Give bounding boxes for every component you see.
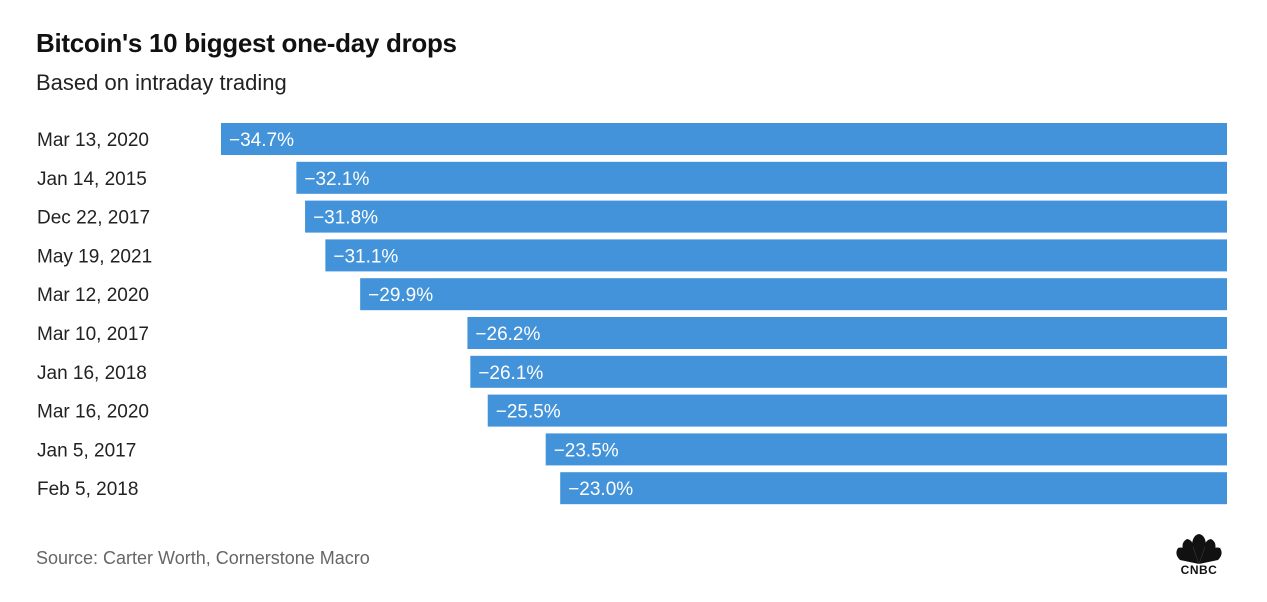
source-note: Source: Carter Worth, Cornerstone Macro xyxy=(36,548,370,568)
data-label: −29.9% xyxy=(368,285,433,306)
bar xyxy=(221,123,1227,155)
category-label: Feb 5, 2018 xyxy=(37,479,138,500)
data-label: −32.1% xyxy=(304,169,369,190)
bar xyxy=(305,200,1227,233)
brand-logo-text: CNBC xyxy=(1180,563,1218,577)
category-label: Mar 12, 2020 xyxy=(37,285,149,306)
bar xyxy=(296,161,1227,194)
data-label: −23.5% xyxy=(554,440,619,461)
bar xyxy=(467,317,1227,349)
data-label: −31.1% xyxy=(333,246,398,267)
category-label: May 19, 2021 xyxy=(37,246,152,267)
bar xyxy=(487,394,1227,427)
peacock-icon xyxy=(1176,534,1222,564)
category-label: Jan 16, 2018 xyxy=(37,363,147,384)
data-label: −25.5% xyxy=(496,402,561,423)
category-label: Mar 13, 2020 xyxy=(37,130,149,151)
category-label: Dec 22, 2017 xyxy=(37,208,150,229)
chart-subtitle: Based on intraday trading xyxy=(36,70,287,95)
category-label: Jan 5, 2017 xyxy=(37,440,136,461)
category-label: Jan 14, 2015 xyxy=(37,169,147,190)
bar xyxy=(360,278,1227,311)
chart-title: Bitcoin's 10 biggest one-day drops xyxy=(36,28,457,58)
category-label: Mar 10, 2017 xyxy=(37,324,149,345)
bar xyxy=(545,433,1227,466)
category-label: Mar 16, 2020 xyxy=(37,402,149,423)
data-label: −34.7% xyxy=(229,130,294,151)
data-label: −23.0% xyxy=(568,479,633,500)
data-label: −26.2% xyxy=(475,324,540,345)
data-label: −26.1% xyxy=(478,363,543,384)
bar xyxy=(560,472,1227,505)
bar xyxy=(470,355,1227,388)
bar xyxy=(325,239,1227,272)
data-label: −31.8% xyxy=(313,208,378,229)
